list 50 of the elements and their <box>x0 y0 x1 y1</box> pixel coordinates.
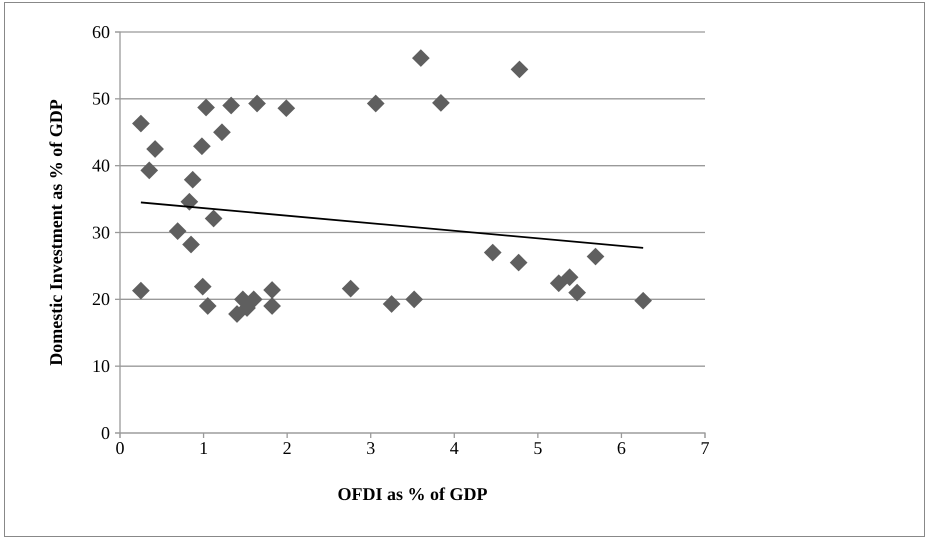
point <box>198 297 217 315</box>
x-tick-label: 3 <box>366 438 376 458</box>
y-tick-label: 40 <box>92 155 110 176</box>
x-tick-label: 5 <box>533 438 542 458</box>
point <box>432 94 450 112</box>
point <box>560 268 578 286</box>
point <box>634 292 652 310</box>
y-tick-label: 0 <box>101 422 110 443</box>
point <box>382 295 400 313</box>
y-axis-title: Domestic Investment as % of GDP <box>46 99 66 366</box>
point <box>184 170 202 189</box>
point <box>228 305 246 323</box>
point <box>193 137 211 156</box>
point <box>213 123 231 142</box>
point <box>140 161 158 180</box>
point <box>277 99 296 118</box>
point <box>132 114 150 132</box>
point <box>168 222 187 240</box>
x-tick-label: 2 <box>282 438 292 458</box>
y-tick-label: 20 <box>92 289 110 310</box>
x-tick-label: 7 <box>700 438 710 458</box>
point <box>510 60 528 78</box>
point <box>510 254 528 272</box>
point <box>182 236 200 254</box>
point <box>342 280 360 298</box>
x-tick-label: 1 <box>199 438 208 458</box>
point <box>204 210 222 228</box>
point <box>197 98 215 116</box>
point <box>263 297 281 315</box>
point <box>550 274 568 292</box>
point <box>146 140 164 158</box>
x-tick-label: 0 <box>116 438 124 458</box>
y-tick-label: 30 <box>92 222 110 242</box>
point <box>412 49 430 67</box>
point <box>248 94 266 112</box>
point <box>366 94 385 112</box>
y-tick-label: 50 <box>92 88 110 109</box>
point <box>568 284 586 302</box>
point <box>222 96 240 114</box>
point <box>194 278 212 296</box>
y-tick-label: 60 <box>92 22 110 42</box>
point <box>405 290 424 308</box>
point <box>484 244 502 262</box>
y-tick-label: 10 <box>92 356 110 376</box>
point <box>132 282 150 300</box>
x-tick-label: 6 <box>616 438 626 458</box>
point <box>586 248 604 266</box>
point <box>263 281 281 299</box>
x-tick-label: 4 <box>450 438 459 458</box>
x-axis-title: OFDI as % of GDP <box>338 484 488 504</box>
